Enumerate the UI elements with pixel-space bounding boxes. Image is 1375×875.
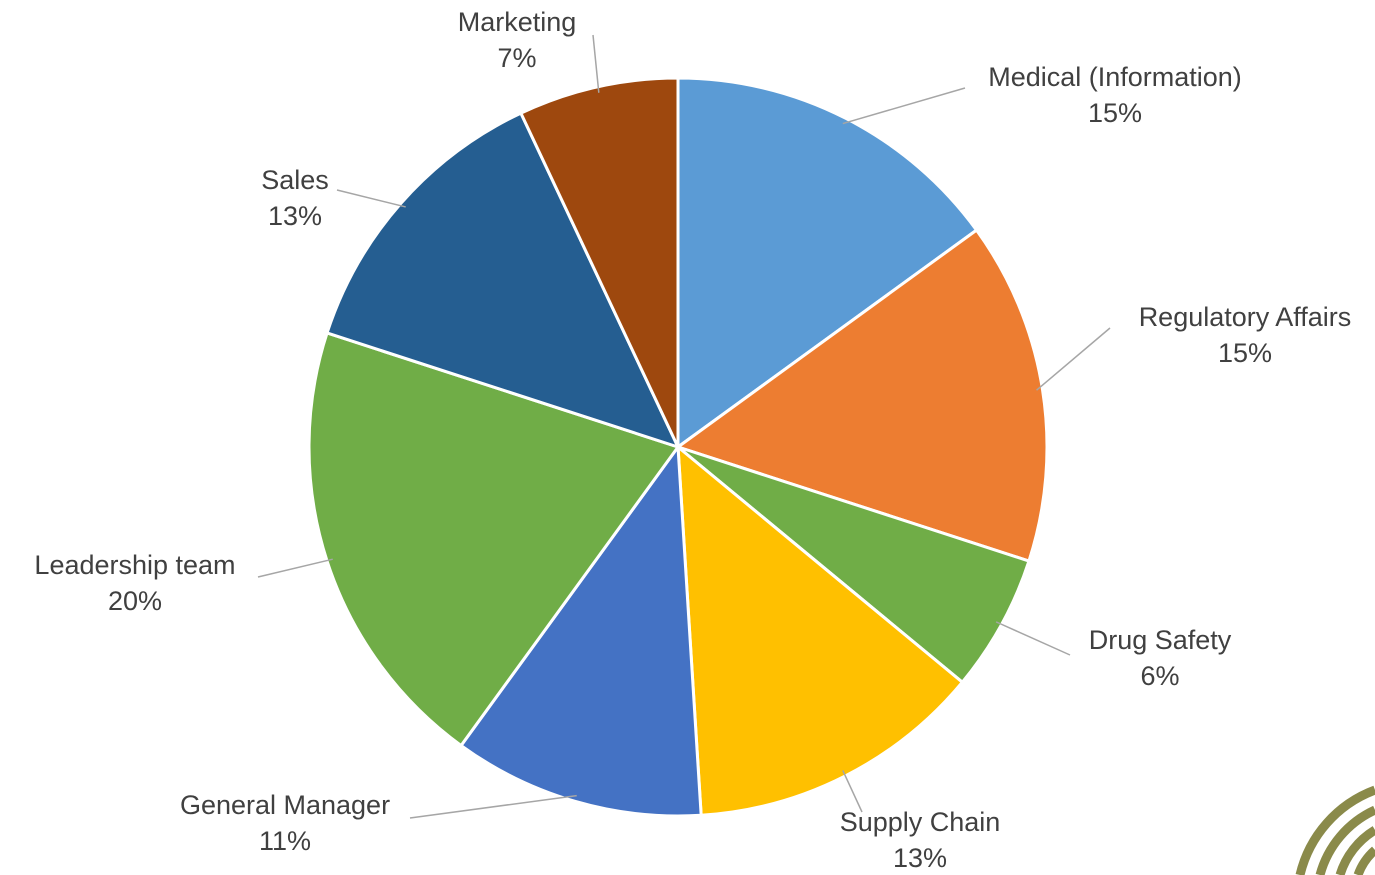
slice-label: Marketing: [458, 7, 577, 37]
leader-line: [1036, 327, 1111, 391]
slice-value-label: 13%: [893, 843, 947, 873]
slice-value-label: 7%: [497, 43, 536, 73]
leader-line: [842, 87, 966, 125]
leader-line: [995, 621, 1071, 656]
slice-value-label: 11%: [259, 826, 311, 856]
slice-label: Supply Chain: [840, 807, 1001, 837]
slice-label: Leadership team: [34, 550, 235, 580]
pie-slice: [676, 76, 979, 450]
slice-label: Sales: [261, 165, 329, 195]
pie-slice: [674, 228, 1049, 563]
leader-line: [842, 770, 863, 813]
slice-value-label: 20%: [108, 586, 162, 616]
leader-line: [257, 558, 333, 578]
leader-line: [409, 794, 577, 819]
slice-label: Regulatory Affairs: [1139, 302, 1352, 332]
leader-line: [592, 34, 600, 93]
slice-value-label: 15%: [1218, 338, 1272, 368]
pie-slice: [325, 111, 681, 450]
leader-line: [336, 189, 406, 208]
pie-slice: [459, 442, 703, 818]
slice-label: Medical (Information): [988, 62, 1242, 92]
slice-value-label: 6%: [1140, 661, 1179, 691]
slice-label: Drug Safety: [1089, 625, 1232, 655]
slice-label: General Manager: [180, 790, 390, 820]
slice-value-label: 15%: [1088, 98, 1142, 128]
logo: [1295, 785, 1375, 875]
slice-value-label: 13%: [268, 201, 322, 231]
